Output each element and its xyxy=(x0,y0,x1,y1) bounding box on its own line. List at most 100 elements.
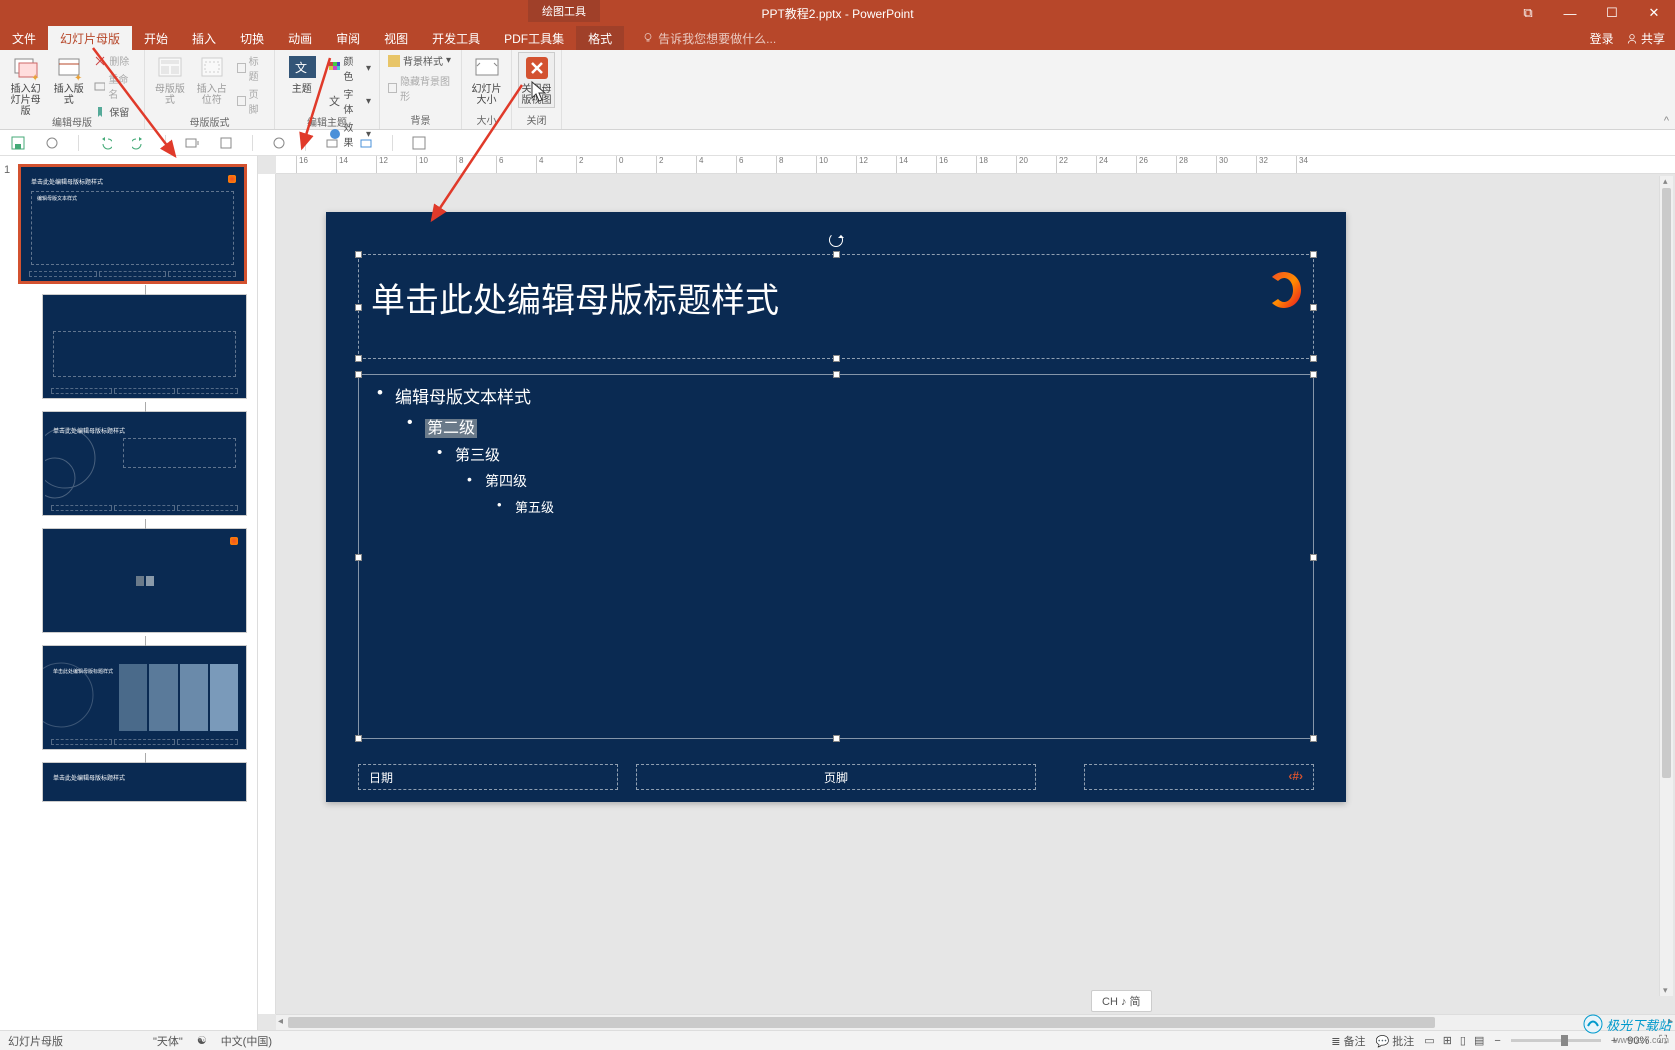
slideshow-view-button[interactable]: ▤ xyxy=(1474,1034,1484,1047)
group-label-master-layout: 母版版式 xyxy=(151,114,268,131)
layout-thumbnail-4[interactable]: 单击此处编辑母版标题样式 xyxy=(42,645,247,750)
reading-view-button[interactable]: ▯ xyxy=(1460,1034,1466,1047)
tab-animations[interactable]: 动画 xyxy=(276,26,324,51)
qat-redo-button[interactable] xyxy=(131,135,147,151)
qat-extra2-button[interactable] xyxy=(271,135,287,151)
qat-extra1-button[interactable] xyxy=(218,135,234,151)
footer-placeholder[interactable]: 页脚 xyxy=(636,764,1036,790)
vertical-scrollbar[interactable]: ▴ ▾ xyxy=(1659,176,1673,996)
horizontal-scrollbar[interactable]: ◂ ▸ xyxy=(276,1014,1675,1030)
tab-transitions[interactable]: 切换 xyxy=(228,26,276,51)
resize-handle[interactable] xyxy=(355,371,362,378)
status-language[interactable]: 中文(中国) xyxy=(221,1033,272,1049)
qat-undo-button[interactable] xyxy=(97,135,113,151)
master-layout-button[interactable]: 母版版式 xyxy=(151,52,189,106)
resize-handle[interactable] xyxy=(1310,735,1317,742)
resize-handle[interactable] xyxy=(1310,554,1317,561)
tab-review[interactable]: 审阅 xyxy=(324,26,372,51)
status-lang-icon: ☯ xyxy=(197,1034,207,1047)
close-master-icon xyxy=(523,54,551,82)
date-placeholder[interactable]: 日期 xyxy=(358,764,618,790)
body-level-1[interactable]: 编辑母版文本样式 xyxy=(377,383,1295,408)
resize-handle[interactable] xyxy=(355,251,362,258)
insert-placeholder-icon xyxy=(198,54,226,82)
login-link[interactable]: 登录 xyxy=(1590,30,1614,47)
watermark-icon xyxy=(1583,1014,1603,1034)
background-styles-button[interactable]: 背景样式 ▾ xyxy=(386,52,455,69)
comments-button[interactable]: 💬 批注 xyxy=(1376,1033,1415,1049)
status-font-hint: "天体" xyxy=(153,1033,183,1049)
insert-layout-button[interactable]: ✦ 插入版式 xyxy=(49,52,88,106)
close-master-view-button[interactable]: 关闭母版视图 xyxy=(518,52,555,108)
slide-canvas-area[interactable]: 单击此处编辑母版标题样式 xyxy=(276,174,1675,1014)
tab-view[interactable]: 视图 xyxy=(372,26,420,51)
master-thumbnail[interactable]: 单击此处编辑母版标题样式 编辑母版文本样式 xyxy=(18,164,247,284)
resize-handle[interactable] xyxy=(355,304,362,311)
layout-thumbnail-3[interactable] xyxy=(42,528,247,633)
tell-me-input[interactable]: 告诉我您想要做什么... xyxy=(658,30,776,47)
content-placeholder[interactable]: 编辑母版文本样式 第二级 第三级 第四级 第五级 xyxy=(358,374,1314,739)
background-styles-icon xyxy=(388,55,400,67)
resize-handle[interactable] xyxy=(355,554,362,561)
resize-handle[interactable] xyxy=(1310,251,1317,258)
slide-number-placeholder[interactable]: ‹#› xyxy=(1084,764,1314,790)
body-level-2[interactable]: 第二级 xyxy=(407,414,1295,438)
delete-button[interactable]: 删除 xyxy=(92,52,138,69)
themes-button[interactable]: 文 主题 xyxy=(281,52,323,95)
group-label-edit-theme: 编辑主题 xyxy=(281,114,373,131)
resize-handle[interactable] xyxy=(833,251,840,258)
resize-handle[interactable] xyxy=(1310,355,1317,362)
resize-handle[interactable] xyxy=(355,735,362,742)
footers-checkbox[interactable]: 页脚 xyxy=(235,85,268,117)
resize-handle[interactable] xyxy=(1310,371,1317,378)
body-level-5[interactable]: 第五级 xyxy=(497,497,1295,516)
fonts-button[interactable]: 文字体 ▾ xyxy=(327,85,373,117)
resize-handle[interactable] xyxy=(355,355,362,362)
qat-extra5-button[interactable] xyxy=(411,135,427,151)
title-placeholder[interactable]: 单击此处编辑母版标题样式 xyxy=(358,254,1314,359)
ribbon-display-options[interactable]: ⧉ xyxy=(1507,0,1549,26)
layout-thumbnail-5[interactable]: 单击此处编辑母版标题样式 xyxy=(42,762,247,802)
master-thumbnails-pane[interactable]: 1 单击此处编辑母版标题样式 编辑母版文本样式 单击此处编辑母版标题样式 xyxy=(0,156,258,1030)
tab-file[interactable]: 文件 xyxy=(0,26,48,51)
qat-save-button[interactable] xyxy=(10,135,26,151)
minimize-button[interactable]: — xyxy=(1549,0,1591,26)
title-text[interactable]: 单击此处编辑母版标题样式 xyxy=(371,273,1301,322)
hide-background-checkbox[interactable]: 隐藏背景图形 xyxy=(386,72,455,104)
slide-size-button[interactable]: 幻灯片大小 xyxy=(468,52,505,106)
body-level-3[interactable]: 第三级 xyxy=(437,444,1295,465)
rotate-handle[interactable] xyxy=(829,233,843,247)
resize-handle[interactable] xyxy=(833,735,840,742)
tab-pdf-tools[interactable]: PDF工具集 xyxy=(492,26,576,51)
colors-button[interactable]: 颜色 ▾ xyxy=(327,52,373,84)
tab-home[interactable]: 开始 xyxy=(132,26,180,51)
close-window-button[interactable]: ✕ xyxy=(1633,0,1675,26)
insert-slide-master-button[interactable]: ✦ 插入幻灯片母版 xyxy=(6,52,45,117)
qat-touch-mode-button[interactable] xyxy=(44,135,60,151)
notes-button[interactable]: ≣ 备注 xyxy=(1331,1033,1365,1049)
tab-insert[interactable]: 插入 xyxy=(180,26,228,51)
normal-view-button[interactable]: ▭ xyxy=(1424,1034,1434,1047)
vertical-ruler[interactable] xyxy=(258,174,276,1014)
tab-format[interactable]: 格式 xyxy=(576,26,624,51)
tab-slide-master[interactable]: 幻灯片母版 xyxy=(48,26,132,51)
zoom-slider[interactable] xyxy=(1511,1039,1601,1042)
qat-from-beginning-button[interactable] xyxy=(184,135,200,151)
collapse-ribbon-button[interactable]: ^ xyxy=(1664,115,1669,127)
rename-button[interactable]: 重命名 xyxy=(92,70,138,102)
insert-placeholder-button[interactable]: 插入占位符 xyxy=(193,52,231,106)
tab-developer[interactable]: 开发工具 xyxy=(420,26,492,51)
body-level-4[interactable]: 第四级 xyxy=(467,471,1295,491)
layout-thumbnail-1[interactable] xyxy=(42,294,247,399)
slide-master-canvas[interactable]: 单击此处编辑母版标题样式 xyxy=(326,212,1346,802)
resize-handle[interactable] xyxy=(1310,304,1317,311)
horizontal-ruler[interactable]: 1614121086420246810121416182022242628303… xyxy=(276,156,1675,174)
title-checkbox[interactable]: 标题 xyxy=(235,52,268,84)
resize-handle[interactable] xyxy=(833,355,840,362)
fonts-icon: 文 xyxy=(329,95,341,107)
share-button[interactable]: 共享 xyxy=(1626,30,1665,47)
maximize-button[interactable]: ☐ xyxy=(1591,0,1633,26)
sorter-view-button[interactable]: ⊞ xyxy=(1443,1034,1452,1047)
resize-handle[interactable] xyxy=(833,371,840,378)
layout-thumbnail-2[interactable]: 单击此处编辑母版标题样式 xyxy=(42,411,247,516)
